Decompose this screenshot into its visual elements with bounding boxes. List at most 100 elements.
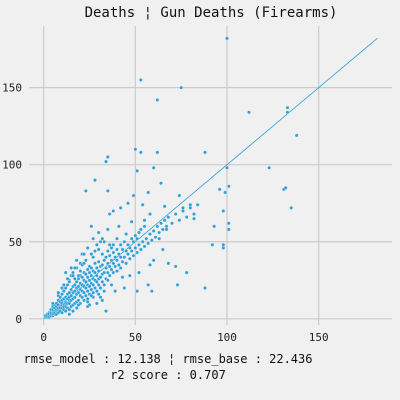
data-point <box>131 239 136 244</box>
data-point <box>221 243 226 247</box>
data-point <box>225 165 229 170</box>
data-point <box>67 312 72 317</box>
data-point <box>105 189 110 193</box>
data-point <box>146 283 151 287</box>
data-point <box>102 289 107 293</box>
data-point <box>153 235 158 239</box>
data-point <box>122 286 127 290</box>
data-point <box>69 287 74 292</box>
data-point <box>118 266 123 270</box>
data-point <box>85 300 90 304</box>
data-point <box>94 301 99 306</box>
data-point <box>148 263 152 267</box>
data-point <box>100 236 105 241</box>
data-point <box>65 283 70 287</box>
data-point <box>162 218 167 223</box>
data-point <box>100 279 105 284</box>
data-point <box>107 253 112 258</box>
data-point <box>58 295 63 300</box>
data-point <box>109 258 114 263</box>
data-point <box>109 267 114 272</box>
data-point <box>177 193 182 198</box>
data-point <box>131 193 136 198</box>
data-point <box>76 276 81 281</box>
data-point <box>72 289 77 293</box>
data-point <box>72 283 77 287</box>
data-point <box>138 227 143 232</box>
data-point <box>111 250 116 255</box>
data-point <box>188 206 193 210</box>
data-point <box>96 292 101 297</box>
data-point <box>111 270 116 275</box>
data-point <box>102 270 107 275</box>
data-point <box>104 309 108 313</box>
data-point <box>142 224 147 229</box>
data-point <box>78 269 83 273</box>
x-tick-label: 100 <box>217 331 237 344</box>
data-point <box>105 261 110 266</box>
data-point <box>221 246 226 250</box>
data-point <box>80 275 85 280</box>
data-point <box>146 241 151 246</box>
data-point <box>85 296 90 301</box>
data-point <box>60 310 64 315</box>
x-tick-label: 150 <box>309 331 329 344</box>
data-point <box>116 224 121 229</box>
y-tick-label: 0 <box>15 313 22 326</box>
data-point <box>94 266 99 270</box>
data-point <box>105 278 110 283</box>
data-point <box>67 301 72 306</box>
data-point <box>159 181 163 186</box>
data-point <box>157 230 162 235</box>
data-point <box>137 243 141 247</box>
data-point <box>102 283 107 287</box>
data-point <box>94 279 99 284</box>
data-point <box>120 259 125 264</box>
data-point <box>289 206 294 210</box>
data-point <box>109 283 114 287</box>
data-point <box>105 155 110 159</box>
data-point <box>94 273 99 278</box>
data-point <box>137 230 141 235</box>
data-point <box>89 293 94 298</box>
data-point <box>133 233 138 238</box>
data-point <box>76 284 81 289</box>
data-point <box>195 202 200 207</box>
data-point <box>120 275 125 280</box>
data-point <box>74 279 79 284</box>
data-point <box>160 227 165 232</box>
data-point <box>107 212 112 216</box>
data-point <box>72 276 77 281</box>
data-point <box>111 261 116 266</box>
data-point <box>74 258 79 263</box>
data-point <box>94 243 99 247</box>
data-point <box>56 290 61 295</box>
data-point <box>124 261 129 266</box>
data-point <box>102 239 107 244</box>
data-points <box>43 36 299 320</box>
data-point <box>133 246 138 250</box>
data-point <box>91 255 96 260</box>
data-point <box>87 278 92 283</box>
data-point <box>115 247 119 252</box>
data-point <box>115 269 119 273</box>
data-point <box>127 256 132 261</box>
data-point <box>188 202 193 207</box>
data-point <box>181 206 185 210</box>
data-point <box>87 270 92 275</box>
data-point <box>67 279 72 284</box>
data-point <box>122 239 127 244</box>
data-point <box>138 150 143 155</box>
data-point <box>104 266 108 270</box>
data-point <box>221 209 226 213</box>
data-point <box>83 279 88 284</box>
data-point <box>177 218 182 223</box>
data-point <box>210 243 215 247</box>
data-point <box>69 266 74 270</box>
data-point <box>124 249 129 253</box>
data-point <box>63 309 68 313</box>
data-point <box>127 246 132 250</box>
data-point <box>173 264 178 269</box>
data-point <box>135 289 140 293</box>
